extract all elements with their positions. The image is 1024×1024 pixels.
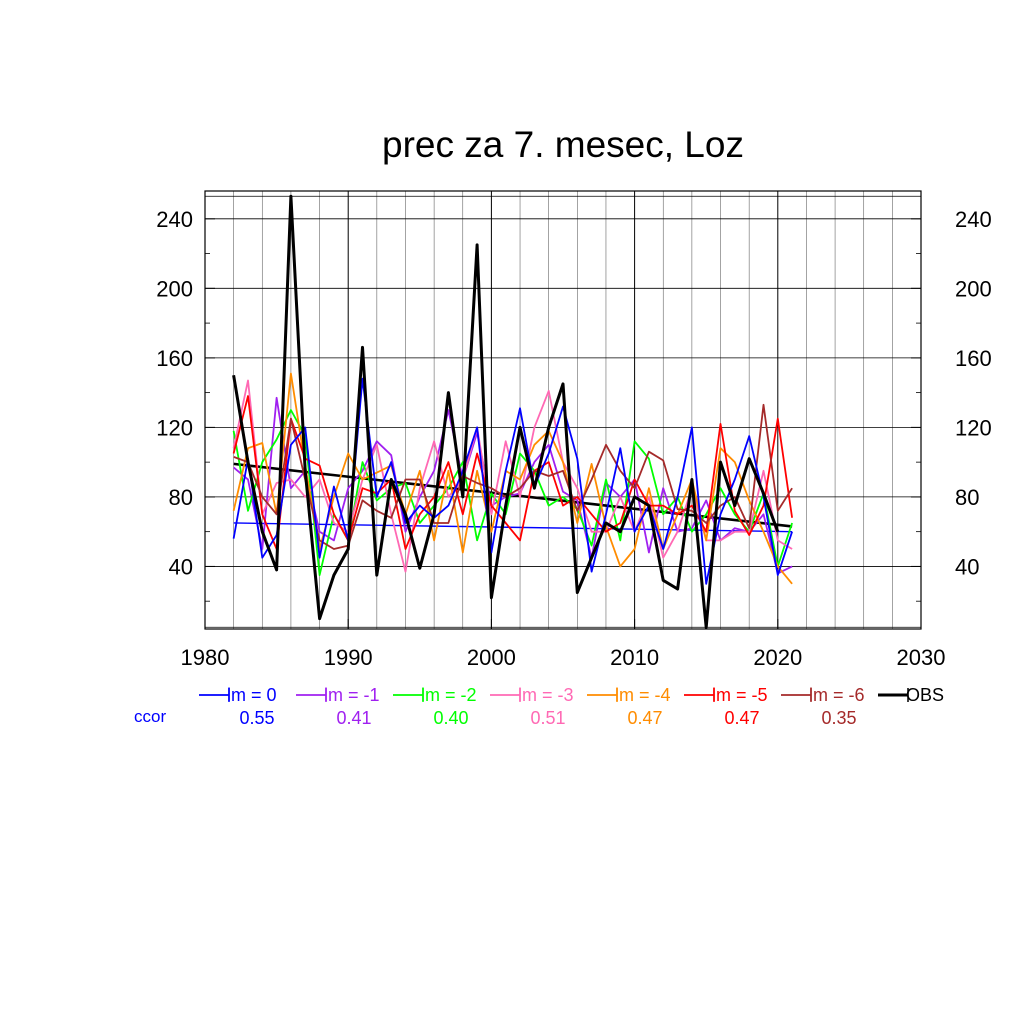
y-tick-label: 40 [169, 554, 193, 579]
y-tick-label: 80 [169, 485, 193, 510]
axis-ticks: 1980 1990 2000 2010 2020 2030 40 40 80 80 120 120 16… [156, 207, 991, 670]
legend-ccor-value: 0.35 [821, 708, 856, 728]
legend-label: lm = -4 [615, 685, 671, 705]
legend: lm = 0 0.55 lm = -1 0.41 lm = -2 0.40 lm = -3 0… [199, 685, 944, 728]
legend-label: lm = -6 [809, 685, 865, 705]
y-tick-label-right: 160 [955, 346, 992, 371]
x-tick-label: 2000 [467, 645, 516, 670]
legend-label: lm = -1 [324, 685, 380, 705]
series-line-lm-5 [232, 395, 793, 550]
chart-title: prec za 7. mesec, Loz [382, 124, 744, 165]
x-tick-label: 2020 [753, 645, 802, 670]
legend-ccor-value: 0.51 [530, 708, 565, 728]
y-tick-label-right: 120 [955, 415, 992, 440]
y-tick-label-right: 240 [955, 207, 992, 232]
series-line-lm-6 [233, 403, 793, 550]
series-line-lm-0 [232, 377, 793, 585]
series-line-obs [232, 194, 780, 629]
legend-label: lm = -3 [518, 685, 574, 705]
series-lines [232, 194, 793, 629]
legend-ccor-value: 0.41 [336, 708, 371, 728]
ccor-label: ccor [134, 707, 166, 726]
legend-ccor-value: 0.40 [433, 708, 468, 728]
x-tick-label: 1990 [324, 645, 373, 670]
y-tick-label: 120 [156, 415, 193, 440]
legend-label: OBS [906, 685, 944, 705]
y-tick-label: 240 [156, 207, 193, 232]
legend-label: lm = 0 [227, 685, 277, 705]
x-tick-label: 2030 [897, 645, 946, 670]
y-tick-label-right: 80 [955, 485, 979, 510]
y-tick-label-right: 200 [955, 276, 992, 301]
grid [204, 191, 922, 629]
x-tick-label: 1980 [181, 645, 230, 670]
x-tick-label: 2010 [610, 645, 659, 670]
legend-ccor-value: 0.47 [724, 708, 759, 728]
y-tick-label: 160 [156, 346, 193, 371]
legend-ccor-value: 0.55 [239, 708, 274, 728]
y-tick-label-right: 40 [955, 554, 979, 579]
plot-frame [204, 190, 922, 630]
legend-label: lm = -5 [712, 685, 768, 705]
legend-ccor-value: 0.47 [627, 708, 662, 728]
legend-label: lm = -2 [421, 685, 477, 705]
y-tick-label: 200 [156, 276, 193, 301]
